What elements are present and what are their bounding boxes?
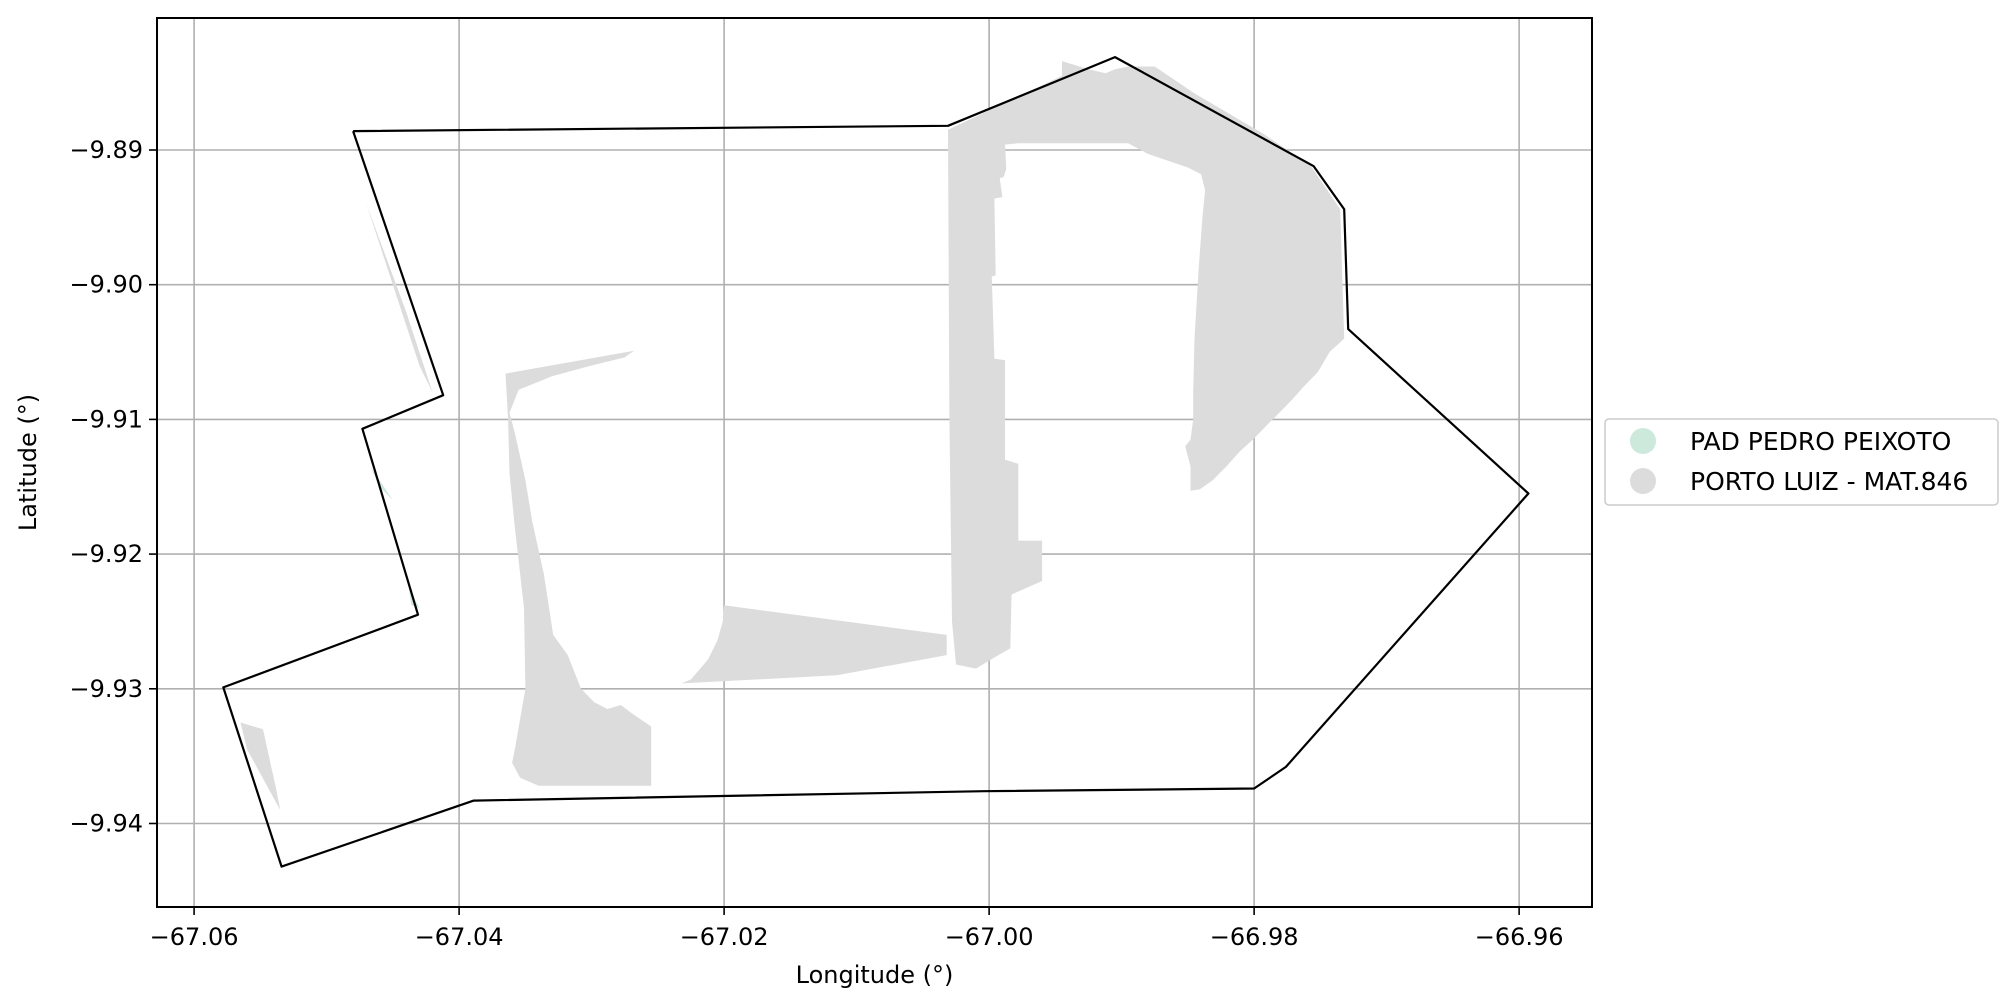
x-tick-label-5: −66.96	[1475, 923, 1564, 951]
area-pad-pedro-peixoto-0	[370, 466, 393, 501]
boundary-layer	[222, 55, 1530, 868]
legend-label-porto-luiz: PORTO LUIZ - MAT.846	[1690, 467, 1968, 496]
legend-box	[1604, 418, 1999, 506]
x-tick-label-4: −66.98	[1210, 923, 1299, 951]
y-tick-label-0: −9.89	[69, 136, 143, 164]
area-porto-luiz-mat-846-0	[948, 61, 1345, 669]
y-tick-label-3: −9.92	[69, 540, 143, 568]
area-porto-luiz-mat-846-2	[505, 350, 652, 786]
ticks: −67.06 −67.04 −67.02 −67.00 −66.98 −66.96 −9.8…	[69, 136, 1563, 951]
boundary-outline	[222, 55, 1530, 868]
area-porto-luiz-mat-846-4	[240, 722, 281, 810]
y-tick-label-4: −9.93	[69, 675, 143, 703]
legend-marker-porto-luiz	[1630, 468, 1656, 494]
legend-marker-pad-pedro-peixoto	[1630, 428, 1656, 454]
y-tick-label-1: −9.90	[69, 271, 143, 299]
x-tick-label-0: −67.06	[150, 923, 239, 951]
legend-label-pad-pedro-peixoto: PAD PEDRO PEIXOTO	[1690, 427, 1951, 456]
y-tick-label-2: −9.91	[69, 405, 143, 433]
y-axis-label: Latitude (°)	[14, 394, 42, 531]
plot-frame	[156, 17, 1593, 908]
y-tick-label-5: −9.94	[69, 809, 143, 837]
area-porto-luiz-mat-846-3	[366, 203, 433, 393]
x-axis-label: Longitude (°)	[796, 961, 954, 989]
x-tick-label-3: −67.00	[945, 923, 1034, 951]
x-tick-label-1: −67.04	[415, 923, 504, 951]
x-tick-label-2: −67.02	[680, 923, 769, 951]
areas-layer	[240, 61, 1345, 810]
legend: PAD PEDRO PEIXOTO PORTO LUIZ - MAT.846	[1604, 418, 1999, 506]
area-porto-luiz-mat-846-1	[681, 605, 947, 684]
